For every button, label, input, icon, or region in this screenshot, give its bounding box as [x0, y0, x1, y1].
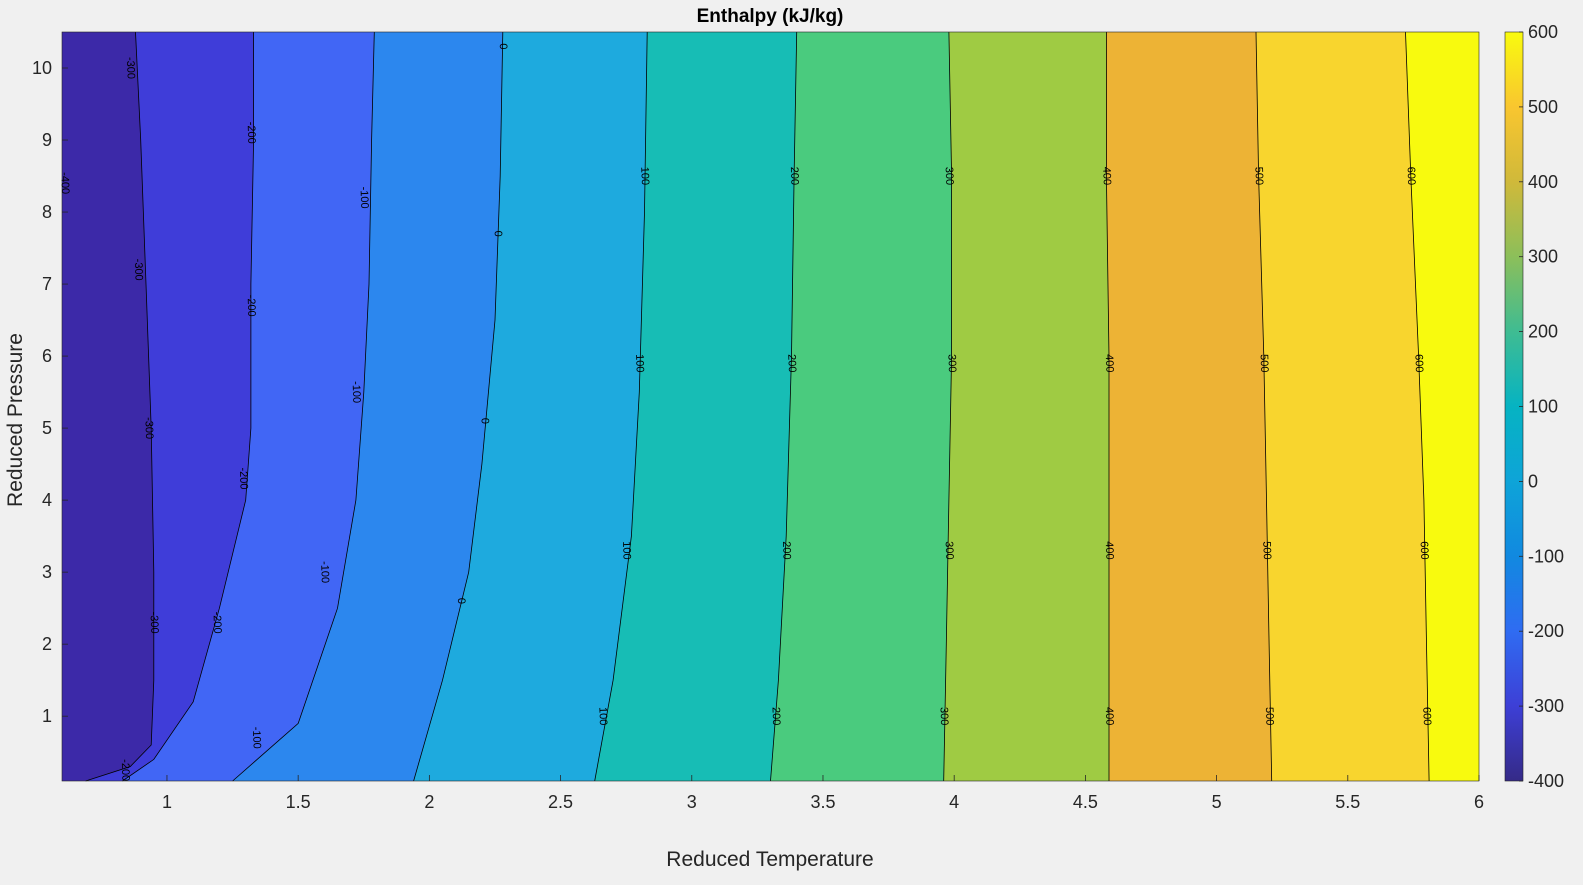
contour-label--100: -100	[350, 381, 363, 403]
colorbar-tick-label: -100	[1528, 546, 1564, 566]
x-tick-label: 3	[687, 792, 697, 812]
contour-label-100: 100	[620, 541, 633, 560]
x-tick-label: 1	[162, 792, 172, 812]
x-axis: 1 1.5 2 2.5 3 3.5 4 4.5 5 5.5 6	[162, 775, 1484, 812]
contour-label-0: 0	[478, 418, 490, 425]
colorbar-tick-label: 300	[1528, 247, 1558, 267]
x-tick-label: 2.5	[548, 792, 573, 812]
colorbar-tick-label: 100	[1528, 397, 1558, 417]
contour-label-200: 200	[785, 354, 798, 373]
contour-label-600: 600	[1418, 541, 1431, 560]
x-tick-label: 5.5	[1335, 792, 1360, 812]
plot-area	[61, 31, 1480, 782]
chart-title: Enthalpy (kJ/kg)	[697, 6, 844, 27]
contour-label--200: -200	[211, 611, 224, 633]
contour-label-400: 400	[1103, 707, 1116, 726]
contour-line-300	[943, 31, 952, 782]
colorbar-tick-label: 500	[1528, 97, 1558, 117]
y-tick-label: 2	[42, 634, 52, 654]
y-tick-label: 5	[42, 418, 52, 438]
contour-label-100: 100	[596, 707, 609, 726]
contour-line-200	[770, 31, 798, 782]
colorbar-tick-label: -200	[1528, 621, 1564, 641]
contour-label-600: 600	[1412, 354, 1425, 373]
contour-label-100: 100	[633, 354, 646, 373]
y-tick-label: 10	[32, 58, 52, 78]
contour-label-300: 300	[945, 354, 958, 373]
contour-label--300: -300	[142, 417, 155, 439]
y-tick-label: 7	[42, 274, 52, 294]
contour-label-500: 500	[1252, 167, 1265, 186]
contour-line-100	[594, 31, 648, 782]
colorbar-tick-label: -400	[1528, 771, 1564, 791]
contour-label-300: 300	[937, 707, 950, 726]
contour-label-0: 0	[455, 598, 467, 605]
y-tick-label: 9	[42, 130, 52, 150]
contour-label-300: 300	[943, 167, 956, 186]
contour-line-400	[1106, 32, 1110, 781]
y-axis: 1 2 3 4 5 6 7 8 9 10	[32, 58, 68, 726]
contour-line--100	[232, 31, 375, 782]
y-tick-label: 8	[42, 202, 52, 222]
y-tick-label: 3	[42, 562, 52, 582]
contour-label-200: 200	[780, 541, 793, 560]
contour-label--200: -200	[245, 294, 258, 316]
colorbar-tick-label: -300	[1528, 696, 1564, 716]
contour-label--100: -100	[358, 186, 371, 208]
contour-label-600: 600	[1405, 167, 1418, 186]
x-tick-label: 4.5	[1073, 792, 1098, 812]
x-tick-label: 5	[1212, 792, 1222, 812]
contour-label--200: -200	[119, 759, 132, 781]
contour-line--200	[122, 32, 254, 782]
colorbar-tick-label: 200	[1528, 322, 1558, 342]
colorbar: -400 -300 -200 -100 0 100 200 300 400 500 600	[1504, 22, 1564, 791]
x-tick-label: 3.5	[810, 792, 835, 812]
contour-label-500: 500	[1260, 541, 1273, 560]
x-axis-label: Reduced Temperature	[666, 848, 873, 871]
contour-label--300: -300	[148, 611, 161, 633]
contour-label-400: 400	[1100, 167, 1113, 186]
contour-label-300: 300	[943, 541, 956, 560]
x-tick-label: 6	[1474, 792, 1484, 812]
contour-label--200: -200	[237, 467, 250, 489]
contour-label--100: -100	[250, 727, 263, 749]
contour-line-600	[1405, 31, 1430, 782]
contour-label--200: -200	[245, 122, 258, 144]
contour-fill-600	[1405, 32, 1479, 781]
colorbar-tick-label: 0	[1528, 471, 1538, 491]
contour-label-200: 200	[788, 167, 801, 186]
plot-frame	[61, 31, 1480, 782]
y-tick-label: 4	[42, 490, 52, 510]
contour-label-500: 500	[1258, 354, 1271, 373]
contour-label-500: 500	[1263, 707, 1276, 726]
x-tick-label: 2	[424, 792, 434, 812]
contour-label-400: 400	[1103, 354, 1116, 373]
contour-label--100: -100	[318, 561, 331, 583]
x-tick-label: 4	[949, 792, 959, 812]
contour-label-100: 100	[638, 167, 651, 186]
contour-label-0: 0	[497, 43, 509, 50]
contour-label--300: -300	[124, 57, 137, 79]
contour-labels: -300 -300 -300 -300 -200 -200 -200 -200 -200 -100…	[58, 43, 1433, 781]
contour-label-0: 0	[492, 230, 504, 237]
contour-line-0	[413, 31, 504, 782]
contour-line-500	[1255, 31, 1273, 782]
y-tick-label: 6	[42, 346, 52, 366]
contour-label--300: -300	[132, 258, 145, 280]
contour-label--400: -400	[58, 172, 71, 194]
contour-label-400: 400	[1103, 541, 1116, 560]
contour-label-600: 600	[1420, 707, 1433, 726]
y-axis-label: Reduced Pressure	[4, 333, 27, 507]
contour-label-200: 200	[769, 707, 782, 726]
colorbar-tick-label: 600	[1528, 22, 1558, 42]
y-tick-label: 1	[42, 706, 52, 726]
contour-line--300	[85, 31, 155, 782]
x-tick-label: 1.5	[286, 792, 311, 812]
colorbar-tick-label: 400	[1528, 172, 1558, 192]
